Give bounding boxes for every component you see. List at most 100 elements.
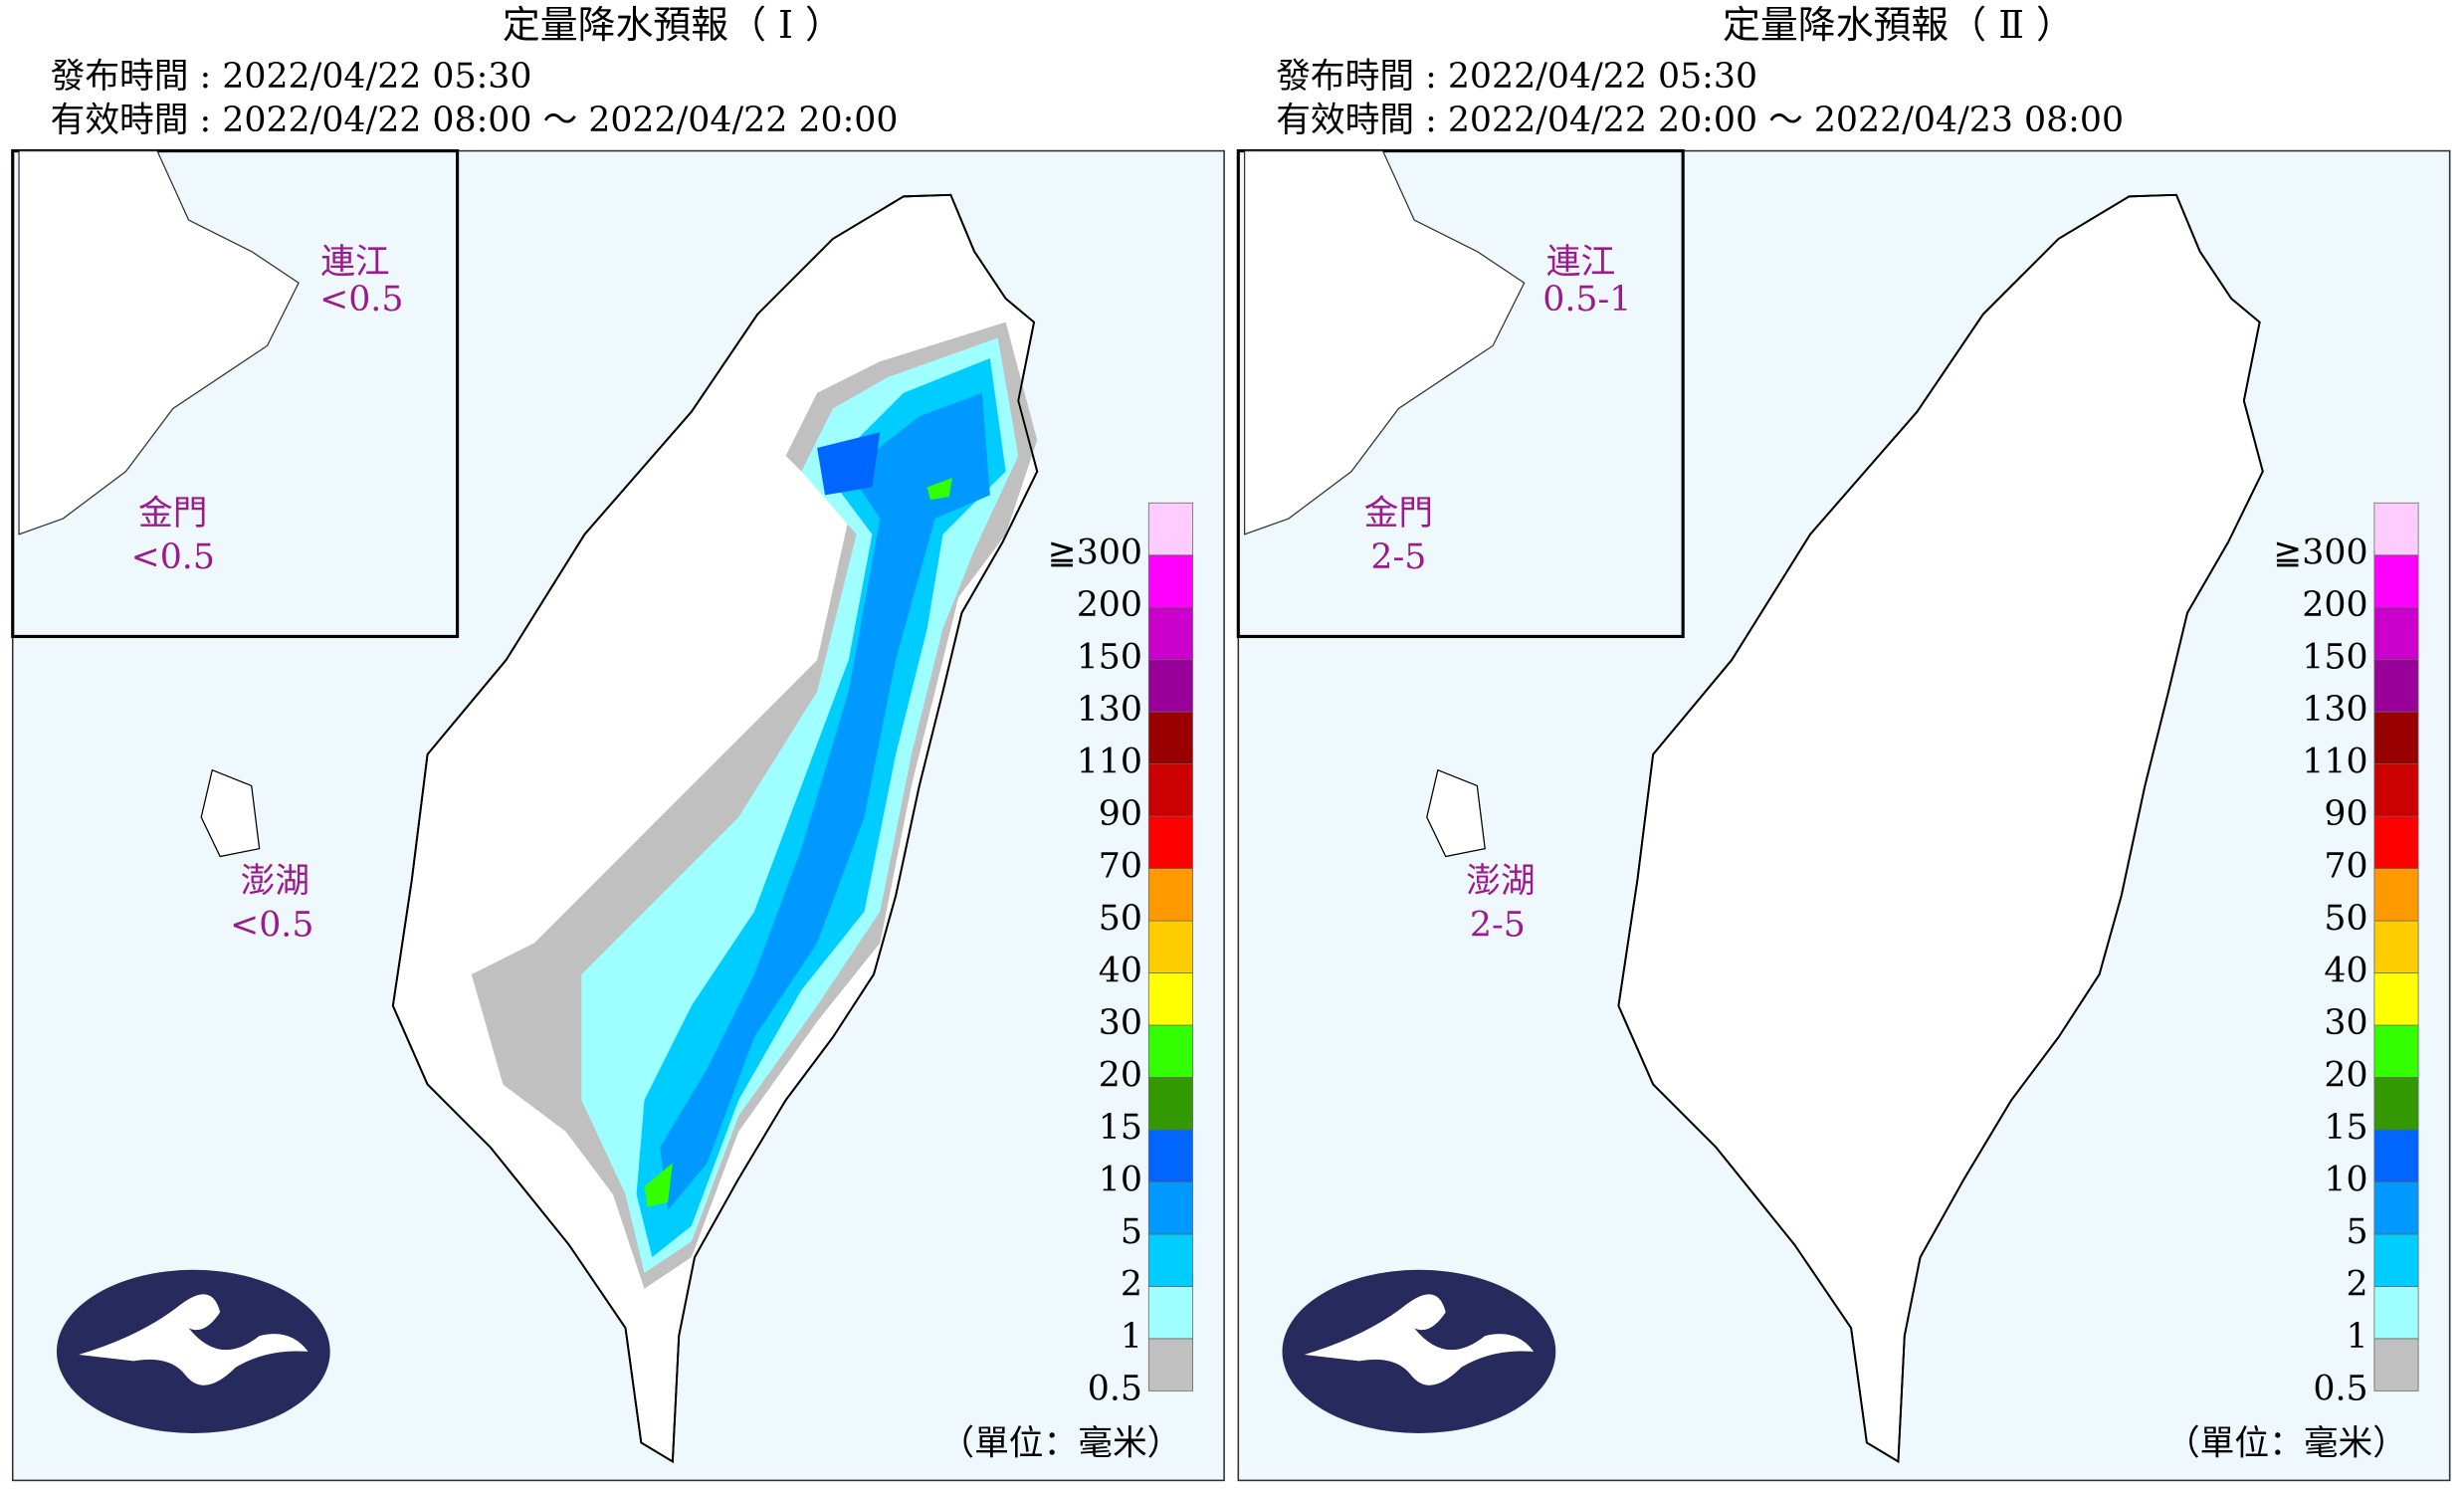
island-name: 金門	[1364, 494, 1433, 533]
legend-swatch	[1147, 868, 1193, 922]
rain-area	[926, 478, 952, 501]
legend-swatch	[2373, 920, 2419, 973]
legend-swatch	[1147, 1129, 1193, 1182]
island-name: 連江	[1546, 242, 1615, 282]
island-amount: <0.5	[230, 906, 313, 946]
legend-swatch	[1147, 815, 1193, 869]
legend-swatch	[1147, 1338, 1193, 1391]
unit-label: （單位：毫米）	[2165, 1424, 2407, 1464]
legend-label: ≧300	[2273, 533, 2367, 573]
legend-swatch	[2373, 554, 2419, 608]
legend-swatch	[1147, 1181, 1193, 1235]
island-amount: <0.5	[319, 280, 403, 320]
legend-label: ≧300	[1048, 533, 1142, 573]
legend-label: 15	[1099, 1108, 1142, 1148]
cwb-logo-cloud	[1304, 1294, 1535, 1386]
legend-swatch	[1147, 606, 1193, 661]
island-name: 金門	[138, 494, 207, 533]
valid-time: 有效時間 : 2022/04/22 20:00 ～ 2022/04/23 08:…	[1276, 101, 2124, 140]
legend-swatch	[2373, 815, 2419, 869]
legend-swatch	[2373, 1286, 2419, 1340]
legend-swatch	[2373, 868, 2419, 922]
legend-label: 150	[1077, 638, 1142, 678]
legend-label: 0.5	[2313, 1369, 2367, 1408]
taiwan-outline	[1617, 193, 2264, 1464]
penghu-islands	[1426, 768, 1486, 858]
legend-label: 5	[1121, 1212, 1142, 1252]
legend-swatch	[1147, 1024, 1193, 1078]
island-amount: <0.5	[131, 537, 215, 577]
unit-label: （單位：毫米）	[939, 1424, 1181, 1464]
rain-area	[660, 392, 990, 1210]
legend-swatch	[2373, 659, 2419, 713]
legend-label: 1	[2346, 1317, 2367, 1357]
legend-swatch	[2373, 1181, 2419, 1235]
forecast-panel: 定量降水預報（ Ⅱ ） 發布時間 : 2022/04/22 05:30 有效時間 :…	[1236, 3, 2451, 1482]
legend-swatch	[1147, 554, 1193, 608]
rain-area	[817, 432, 881, 496]
legend-label: 110	[1077, 743, 1142, 782]
legend-label: 40	[2324, 952, 2367, 991]
island-amount: 0.5-1	[1542, 280, 1631, 320]
legend-label: 130	[2302, 690, 2367, 730]
legend-label: 50	[1099, 899, 1142, 939]
legend-label: 70	[2324, 847, 2367, 887]
legend-label: 0.5	[1088, 1369, 1142, 1408]
legend-label: 110	[2302, 743, 2367, 782]
legend-swatch	[2373, 972, 2419, 1026]
legend-swatch	[1147, 1233, 1193, 1287]
legend-label: 20	[1099, 1056, 1142, 1096]
legend-label: 5	[2346, 1212, 2367, 1252]
taiwan-outline	[391, 193, 1039, 1464]
cwb-logo-cloud	[79, 1294, 308, 1386]
island-name: 澎湖	[241, 861, 309, 901]
legend-swatch	[1147, 1077, 1193, 1131]
legend-label: 90	[1099, 794, 1142, 834]
legend-label: 1	[1121, 1317, 1142, 1357]
legend-label: 150	[2302, 638, 2367, 678]
penghu-islands	[200, 768, 261, 858]
legend-swatch	[2373, 606, 2419, 661]
legend-label: 200	[1077, 585, 1142, 625]
legend-swatch	[1147, 659, 1193, 713]
legend-label: 20	[2324, 1056, 2367, 1096]
legend-label: 10	[1099, 1160, 1142, 1199]
legend-swatch	[2373, 502, 2419, 556]
legend-label: 130	[1077, 690, 1142, 730]
legend-swatch	[2373, 1077, 2419, 1131]
legend-swatch	[1147, 1286, 1193, 1340]
forecast-panel: 定量降水預報（ Ⅰ ） 發布時間 : 2022/04/22 05:30 有效時間 :…	[11, 3, 1225, 1482]
legend-swatch	[2373, 1338, 2419, 1391]
legend-label: 30	[2324, 1003, 2367, 1043]
issue-time: 發布時間 : 2022/04/22 05:30	[1276, 57, 1757, 97]
legend-label: 15	[2324, 1108, 2367, 1148]
island-name: 澎湖	[1466, 861, 1535, 901]
legend-label: 10	[2324, 1160, 2367, 1199]
legend-swatch	[1147, 763, 1193, 817]
legend-label: 70	[1099, 847, 1142, 887]
panel-title: 定量降水預報（ Ⅱ ）	[1723, 3, 2074, 47]
legend-swatch	[1147, 711, 1193, 765]
legend-label: 40	[1099, 952, 1142, 991]
rain-area	[644, 1163, 673, 1207]
legend-label: 50	[2324, 899, 2367, 939]
legend-swatch	[2373, 1233, 2419, 1287]
legend-label: 2	[1121, 1264, 1142, 1304]
island-name: 連江	[320, 242, 389, 282]
legend-label: 200	[2302, 585, 2367, 625]
panel-title: 定量降水預報（ Ⅰ ）	[503, 3, 843, 47]
legend-label: 30	[1099, 1003, 1142, 1043]
legend-swatch	[2373, 763, 2419, 817]
legend-swatch	[2373, 711, 2419, 765]
china-coast	[1244, 149, 1526, 535]
island-amount: 2-5	[1470, 906, 1526, 946]
legend-swatch	[2373, 1129, 2419, 1182]
island-amount: 2-5	[1370, 537, 1426, 577]
legend-swatch	[1147, 920, 1193, 973]
legend-label: 90	[2324, 794, 2367, 834]
legend-swatch	[2373, 1024, 2419, 1078]
china-coast	[18, 149, 300, 535]
legend-label: 2	[2346, 1264, 2367, 1304]
legend-swatch	[1147, 502, 1193, 556]
